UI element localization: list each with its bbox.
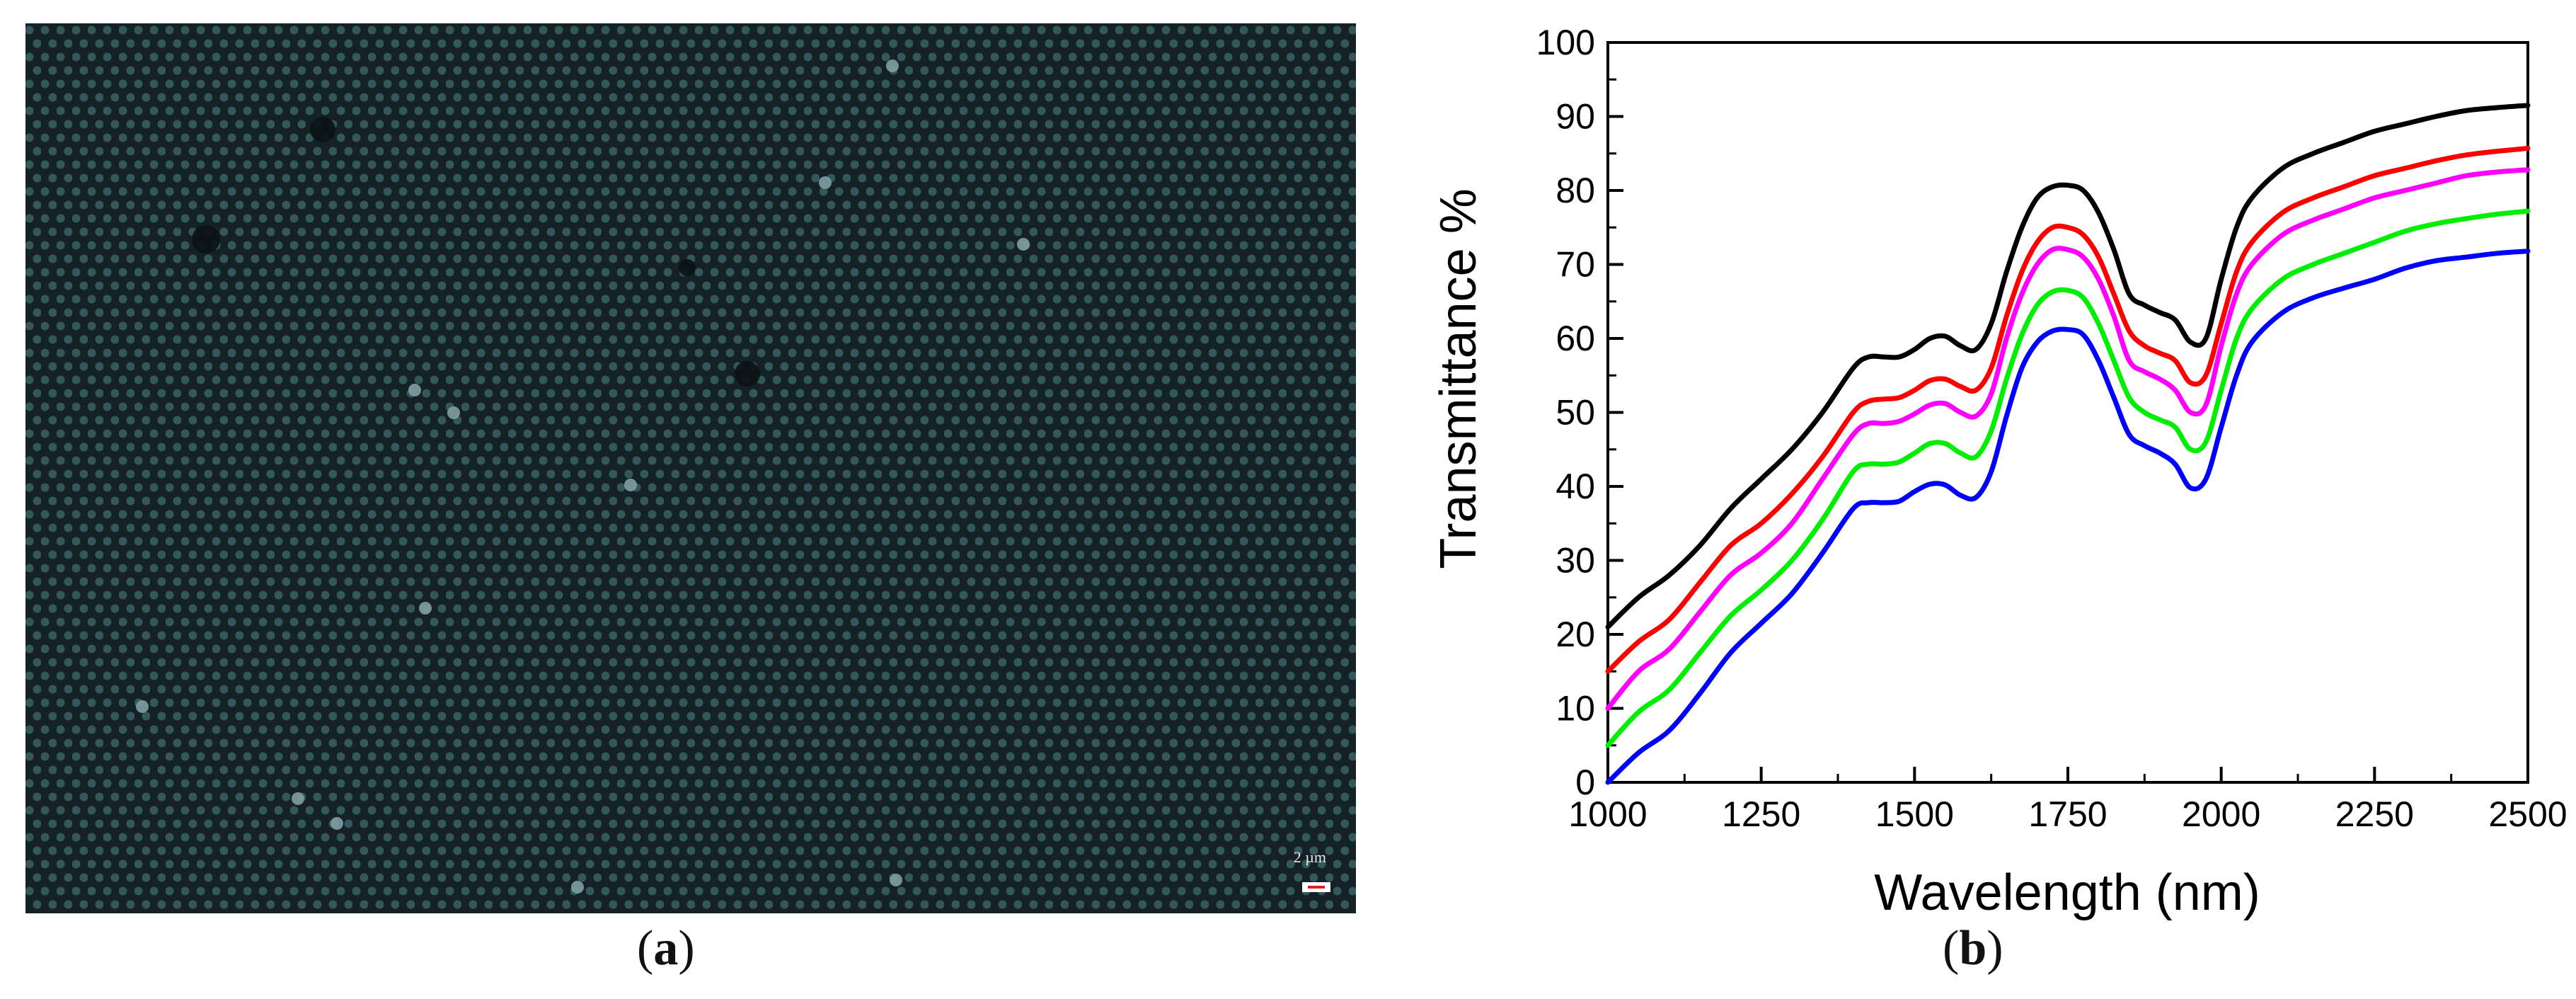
plot-area-frame (1606, 41, 2529, 784)
series-line-black (1605, 103, 2531, 630)
y-tick-label: 20 (1556, 615, 1595, 654)
pore-array-image (25, 23, 1356, 913)
y-tick-label: 30 (1556, 541, 1595, 581)
x-tick-label: 2250 (2335, 794, 2414, 834)
y-tick-label: 10 (1556, 689, 1595, 729)
x-tick-label: 1750 (2028, 794, 2107, 834)
x-tick-label: 1000 (1568, 794, 1647, 834)
y-tick-label: 60 (1556, 319, 1595, 358)
y-tick-label: 90 (1556, 97, 1595, 137)
x-tick-label: 1500 (1875, 794, 1954, 834)
caption-a: (a) (637, 921, 695, 976)
x-axis-label: Wavelength (nm) (1874, 864, 2260, 921)
y-tick-label: 40 (1556, 467, 1595, 506)
series-line-magenta (1605, 167, 2531, 711)
y-axis-label: Transmittance % (1430, 188, 1487, 569)
y-tick-label: 0 (1575, 763, 1595, 802)
scale-bar-label: 2 µm (1293, 848, 1326, 866)
series-line-blue (1605, 249, 2531, 785)
x-tick-label: 1250 (1722, 794, 1800, 834)
y-tick-label: 100 (1536, 23, 1595, 62)
scale-bar (1302, 882, 1330, 892)
y-tick-label: 70 (1556, 245, 1595, 285)
series-line-green (1605, 208, 2531, 748)
caption-b: (b) (1943, 921, 2003, 976)
sem-micrograph: 2 µm (25, 23, 1356, 913)
x-tick-label: 2000 (2182, 794, 2260, 834)
y-tick-label: 50 (1556, 393, 1595, 433)
series-line-red (1605, 145, 2531, 674)
x-tick-label: 2500 (2488, 794, 2567, 834)
y-tick-label: 80 (1556, 171, 1595, 210)
